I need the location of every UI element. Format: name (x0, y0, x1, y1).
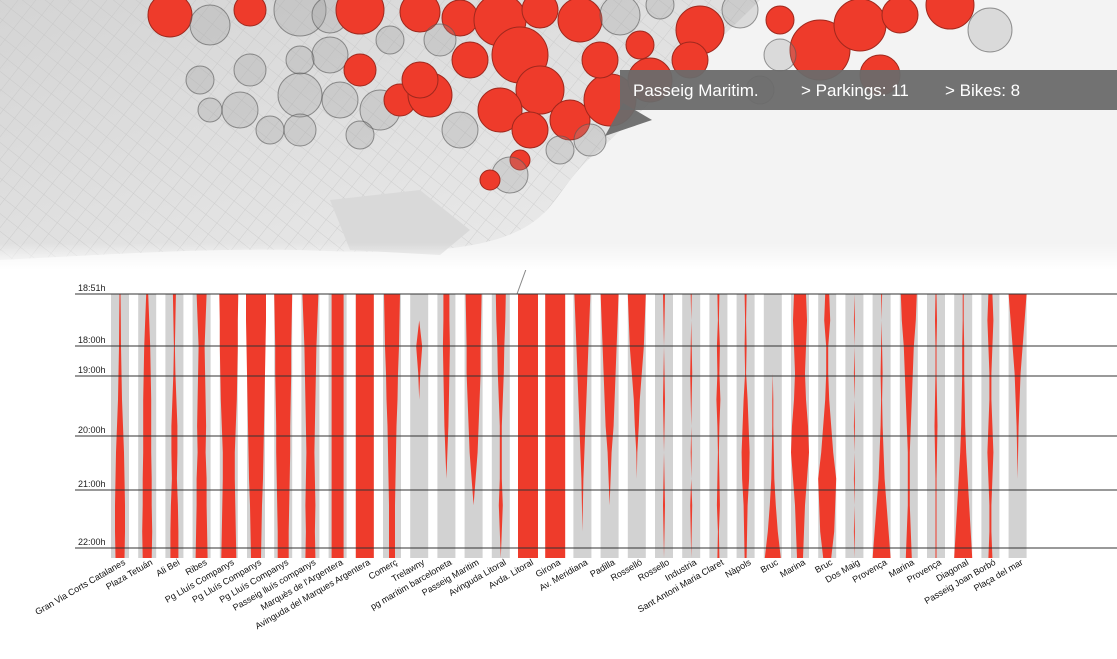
station-bike-profile[interactable] (574, 294, 591, 558)
tooltip: Passeig Maritim. > Parkings: 11 > Bikes:… (605, 70, 1117, 136)
connector-line (516, 270, 527, 295)
station-bubble[interactable] (967, 7, 1013, 53)
station-bubble[interactable] (321, 81, 359, 119)
tooltip-bikes: > Bikes: 8 (945, 81, 1020, 100)
station-bubble[interactable] (721, 0, 759, 29)
station-bubble[interactable] (343, 53, 377, 87)
station-track[interactable] (410, 294, 429, 558)
station-bubble[interactable] (401, 61, 439, 99)
station-bike-profile[interactable] (331, 294, 344, 558)
station-bike-profile[interactable] (115, 294, 125, 558)
station-bike-profile[interactable] (872, 294, 891, 558)
station-bubble[interactable] (255, 115, 285, 145)
station-bubble[interactable] (311, 36, 349, 74)
station-bubble[interactable] (399, 0, 441, 33)
station-bubble[interactable] (147, 0, 193, 38)
station-bubble[interactable] (451, 41, 489, 79)
station-bike-profile[interactable] (495, 294, 506, 558)
station-bubble[interactable] (189, 4, 231, 46)
station-bike-profile[interactable] (663, 294, 665, 558)
station-bubble[interactable] (441, 111, 479, 149)
station-bubble[interactable] (233, 53, 267, 87)
station-bike-profile[interactable] (195, 294, 208, 558)
station-bike-profile[interactable] (987, 294, 994, 558)
station-bike-profile[interactable] (219, 294, 239, 558)
station-bike-profile[interactable] (690, 294, 693, 558)
station-bubble[interactable] (185, 65, 215, 95)
time-tick-label: 22:00h (78, 537, 106, 547)
station-bike-profile[interactable] (954, 294, 973, 558)
station-bike-profile[interactable] (442, 294, 450, 558)
station-bike-profile[interactable] (900, 294, 917, 558)
city-bubble-map: Passeig Maritim. > Parkings: 11 > Bikes:… (0, 0, 1117, 270)
time-tick-label: 20:00h (78, 425, 106, 435)
station-track[interactable] (682, 294, 701, 558)
station-bubble[interactable] (925, 0, 975, 30)
station-bike-profile[interactable] (465, 294, 482, 558)
station-bubble[interactable] (763, 38, 797, 72)
station-bike-profile[interactable] (600, 294, 619, 558)
station-bike-profile[interactable] (518, 294, 538, 558)
time-tick-label: 21:00h (78, 479, 106, 489)
station-label: Ali Bei (154, 557, 181, 578)
station-bubble[interactable] (233, 0, 267, 27)
station-bubble[interactable] (221, 91, 259, 129)
station-bubble[interactable] (573, 123, 607, 157)
station-bike-profile[interactable] (627, 294, 646, 558)
station-bike-profile[interactable] (818, 294, 837, 558)
station-bubble[interactable] (581, 41, 619, 79)
station-label: Marina (778, 557, 807, 579)
tooltip-station: Passeig Maritim. (633, 81, 759, 100)
station-bike-profile[interactable] (246, 294, 266, 558)
station-bubble[interactable] (285, 45, 315, 75)
tooltip-parkings: > Parkings: 11 (801, 81, 909, 100)
time-tick-label: 19:00h (78, 365, 106, 375)
station-bike-profile[interactable] (384, 294, 400, 558)
station-bubble[interactable] (515, 65, 565, 115)
station-bubble[interactable] (345, 120, 375, 150)
station-bubble[interactable] (477, 87, 523, 133)
station-bike-profile[interactable] (545, 294, 566, 558)
station-bike-profile[interactable] (302, 294, 319, 558)
station-bike-profile[interactable] (355, 294, 374, 558)
station-bike-profile[interactable] (142, 294, 153, 558)
station-bubble[interactable] (765, 5, 795, 35)
station-bike-profile[interactable] (741, 294, 750, 558)
station-bike-profile[interactable] (934, 294, 938, 558)
station-bubble[interactable] (423, 23, 457, 57)
station-bike-profile[interactable] (853, 294, 855, 558)
station-bubble[interactable] (557, 0, 603, 43)
station-bubble[interactable] (881, 0, 919, 34)
station-bike-profile[interactable] (1008, 294, 1027, 558)
station-label: Bruc (759, 557, 780, 575)
station-bubble[interactable] (833, 0, 887, 52)
station-bike-profile[interactable] (170, 294, 179, 558)
station-bubble[interactable] (521, 0, 559, 29)
station-bubble[interactable] (335, 0, 385, 35)
station-bike-profile[interactable] (716, 294, 721, 558)
station-bubble[interactable] (511, 111, 549, 149)
station-bubble[interactable] (283, 113, 317, 147)
station-bike-profile[interactable] (791, 294, 809, 558)
tooltip-box (620, 70, 1117, 110)
station-label: Nàpols (723, 557, 753, 580)
station-bubble[interactable] (197, 97, 223, 123)
station-bubble[interactable] (277, 72, 323, 118)
time-tick-label: 18:00h (78, 335, 106, 345)
station-bubble[interactable] (375, 25, 405, 55)
station-timeline-chart: 18:51h18:00h19:00h20:00h21:00h22:00hGran… (33, 270, 1117, 631)
station-bike-profile[interactable] (416, 294, 423, 558)
station-bike-profile[interactable] (764, 294, 781, 558)
station-bubble[interactable] (545, 135, 575, 165)
time-tick-label: 18:51h (78, 283, 106, 293)
station-bubble[interactable] (645, 0, 675, 20)
station-bike-profile[interactable] (274, 294, 293, 558)
station-bubble[interactable] (625, 30, 655, 60)
station-bubble[interactable] (599, 0, 641, 36)
